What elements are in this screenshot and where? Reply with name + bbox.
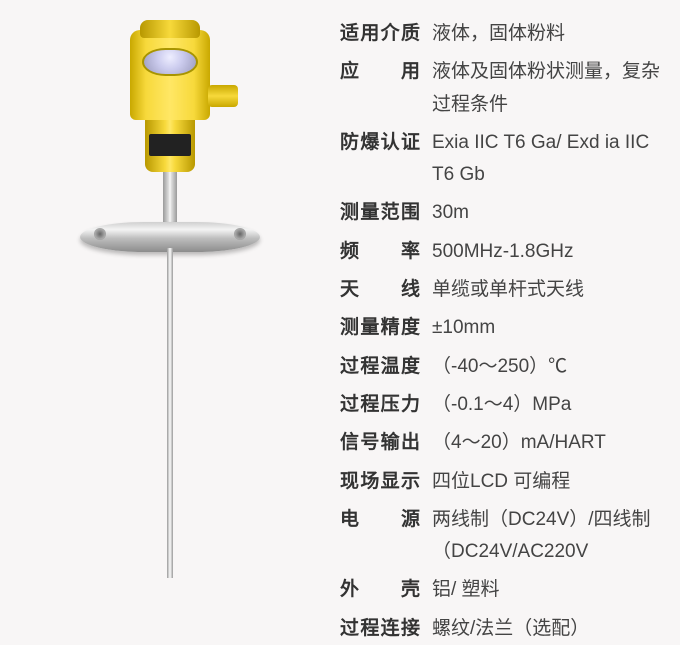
spec-value: （-40～250）℃ [432, 351, 670, 383]
spec-row: 现场显示 四位LCD 可编程 [340, 466, 670, 498]
spec-row: 过程连接 螺纹/法兰（选配） [340, 613, 670, 645]
spec-label: 过程连接 [340, 613, 432, 645]
spec-row: 频 率 500MHz-1.8GHz [340, 236, 670, 268]
spec-row: 电 源 两线制（DC24V）/四线制（DC24V/AC220V [340, 504, 670, 569]
spec-row: 应 用 液体及固体粉状测量，复杂过程条件 [340, 56, 670, 121]
spec-row: 信号输出 （4～20）mA/HART [340, 427, 670, 459]
spec-value: 液体及固体粉状测量，复杂过程条件 [432, 56, 670, 121]
spec-label: 测量范围 [340, 197, 432, 229]
sensor-probe-rod [167, 248, 173, 578]
spec-value: 四位LCD 可编程 [432, 466, 670, 498]
spec-value: ±10mm [432, 312, 670, 344]
spec-label: 天 线 [340, 274, 432, 306]
spec-value: 两线制（DC24V）/四线制（DC24V/AC220V [432, 504, 670, 569]
spec-label: 外 壳 [340, 574, 432, 606]
spec-row: 防爆认证 Exia IIC T6 Ga/ Exd ia IIC T6 Gb [340, 127, 670, 192]
spec-value: （4～20）mA/HART [432, 427, 670, 459]
spec-value: （-0.1～4）MPa [432, 389, 670, 421]
sensor-side-connector [208, 85, 238, 107]
spec-label: 频 率 [340, 236, 432, 268]
sensor-head [130, 30, 210, 120]
spec-label: 过程温度 [340, 351, 432, 383]
spec-label: 应 用 [340, 56, 432, 121]
sensor-neck [145, 120, 195, 172]
spec-label: 防爆认证 [340, 127, 432, 192]
spec-label: 过程压力 [340, 389, 432, 421]
spec-value: 铝/ 塑料 [432, 574, 670, 606]
spec-value: 500MHz-1.8GHz [432, 236, 670, 268]
spec-row: 测量精度 ±10mm [340, 312, 670, 344]
spec-row: 过程温度 （-40～250）℃ [340, 351, 670, 383]
spec-row: 外 壳 铝/ 塑料 [340, 574, 670, 606]
spec-label: 信号输出 [340, 427, 432, 459]
spec-value: Exia IIC T6 Ga/ Exd ia IIC T6 Gb [432, 127, 670, 192]
spec-row: 适用介质 液体，固体粉料 [340, 18, 670, 50]
spec-label: 电 源 [340, 504, 432, 569]
sensor-stem [163, 172, 177, 224]
spec-value: 单缆或单杆式天线 [432, 274, 670, 306]
spec-label: 现场显示 [340, 466, 432, 498]
sensor-illustration [55, 30, 285, 590]
spec-row: 天 线 单缆或单杆式天线 [340, 274, 670, 306]
spec-value: 螺纹/法兰（选配） [432, 613, 670, 645]
spec-row: 过程压力 （-0.1～4）MPa [340, 389, 670, 421]
specs-table: 适用介质 液体，固体粉料 应 用 液体及固体粉状测量，复杂过程条件 防爆认证 E… [340, 0, 680, 607]
product-image-pane [0, 0, 340, 607]
sensor-nameplate [149, 134, 191, 156]
spec-label: 测量精度 [340, 312, 432, 344]
sensor-display-window [142, 48, 198, 76]
spec-row: 测量范围 30m [340, 197, 670, 229]
spec-value: 液体，固体粉料 [432, 18, 670, 50]
spec-value: 30m [432, 197, 670, 229]
spec-label: 适用介质 [340, 18, 432, 50]
